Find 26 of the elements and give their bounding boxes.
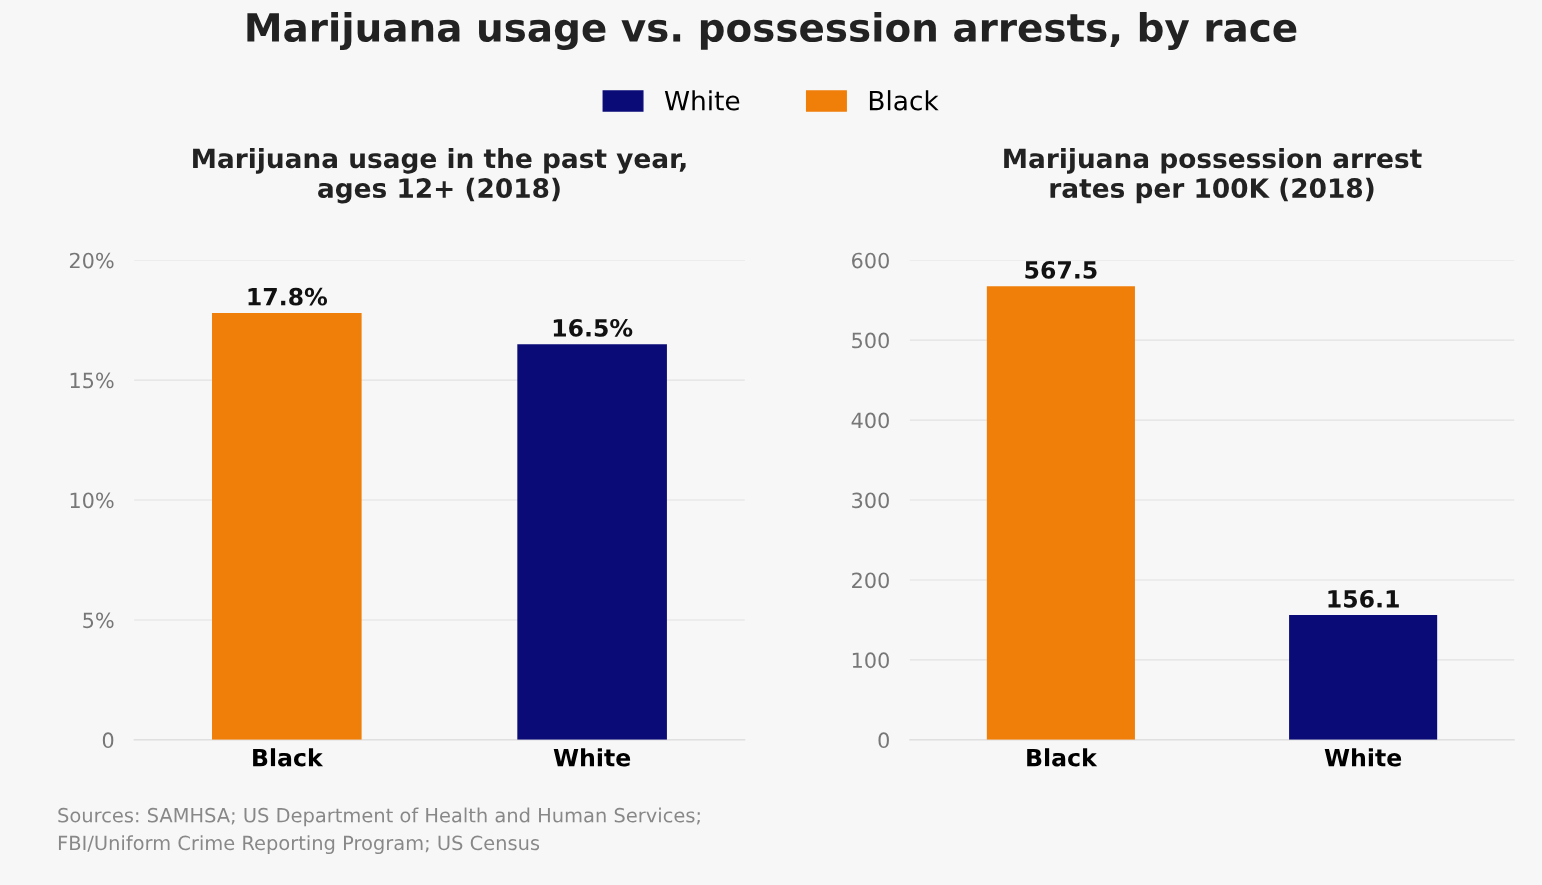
y-tick-label: 600 (852, 252, 889, 269)
x-tick-label: Black (253, 748, 324, 767)
legend-label: White (664, 90, 740, 111)
legend-label: Black (869, 90, 939, 111)
data-label: 17.8% (248, 287, 328, 306)
y-tick-label: 0 (102, 732, 114, 749)
y-tick-label: 200 (852, 572, 889, 589)
data-label: 156.1 (1328, 589, 1399, 608)
chart-subtitle: Marijuana usage in the past year, ages 12+ (2018) (193, 147, 686, 204)
chart-title: Marijuana usage vs. possession arrests, by race (247, 12, 1297, 50)
data-label: 567.5 (1025, 260, 1097, 279)
y-tick-label: 15% (70, 372, 114, 389)
y-tick-label: 300 (852, 492, 889, 509)
y-tick-label: 20% (69, 252, 114, 269)
chart-subtitle: Marijuana possession arrest rates per 100K (2018) (1004, 147, 1422, 204)
source-note: Sources: SAMHSA; US Department of Health and Human Services; FBI/Uniform Crime Reporting Program; US Census (58, 807, 700, 855)
x-tick-label: Black (1027, 748, 1098, 767)
y-tick-label: 400 (851, 412, 889, 429)
x-tick-label: White (1324, 748, 1402, 767)
y-tick-label: 5% (83, 612, 114, 629)
y-tick-label: 100 (852, 652, 889, 669)
y-tick-label: 500 (852, 332, 889, 349)
x-tick-label: White (553, 748, 631, 767)
y-tick-label: 0 (878, 732, 889, 749)
data-label: 16.5% (553, 318, 633, 337)
y-tick-label: 10% (70, 492, 114, 509)
